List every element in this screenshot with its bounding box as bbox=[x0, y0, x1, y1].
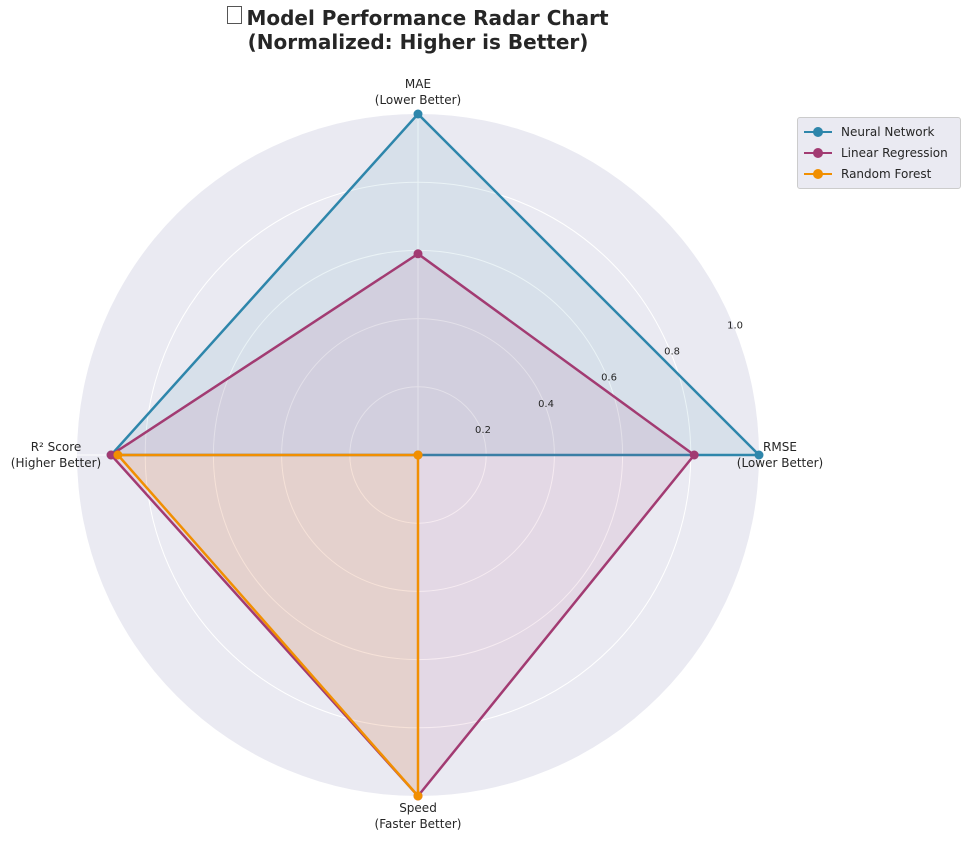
axis-label-rmse: RMSE (Lower Better) bbox=[737, 440, 823, 470]
legend: Neural Network Linear Regression Random … bbox=[797, 117, 961, 189]
radial-tick-0-2: 0.2 bbox=[475, 425, 491, 436]
series-fill-linear-regression bbox=[111, 253, 695, 796]
point-random-forest-speed bbox=[413, 791, 423, 801]
point-random-forest-mae bbox=[413, 450, 423, 460]
legend-swatch-linear-regression bbox=[804, 147, 832, 158]
radial-tick-0-6: 0.6 bbox=[601, 373, 617, 384]
radial-tick-1-0: 1.0 bbox=[727, 321, 743, 332]
radial-tick-0-4: 0.4 bbox=[538, 399, 554, 410]
axis-labels: RMSE (Lower Better) MAE (Lower Better) R² Sc… bbox=[11, 77, 823, 831]
chart-title-text: Model Performance Radar Chart bbox=[246, 6, 609, 30]
axis-label-name: R² Score bbox=[31, 440, 82, 454]
chart-subtitle: (Normalized: Higher is Better) bbox=[247, 30, 589, 54]
axis-label-note: (Higher Better) bbox=[11, 456, 101, 470]
legend-swatch-random-forest bbox=[804, 168, 832, 179]
point-neural-network-rmse bbox=[754, 450, 764, 460]
point-linear-regression-r-score bbox=[106, 450, 116, 460]
legend-item-random-forest[interactable]: Random Forest bbox=[798, 163, 960, 184]
series-line-random-forest bbox=[115, 453, 420, 800]
axis-label-name: MAE bbox=[405, 77, 431, 91]
point-random-forest-r-score bbox=[113, 450, 123, 460]
chart-title-line-1: Model Performance Radar Chart bbox=[118, 6, 718, 30]
axis-label-mae: MAE (Lower Better) bbox=[375, 77, 461, 107]
legend-item-neural-network[interactable]: Neural Network bbox=[798, 121, 960, 142]
series-fill-neural-network bbox=[111, 114, 760, 455]
point-linear-regression-mae bbox=[413, 249, 423, 259]
axis-label-r-score: R² Score (Higher Better) bbox=[11, 440, 101, 470]
radial-tick-labels: 0.2 0.4 0.6 0.8 1.0 bbox=[475, 321, 743, 436]
radial-tick-0-8: 0.8 bbox=[664, 347, 680, 358]
axis-label-note: (Faster Better) bbox=[375, 817, 462, 831]
chart-emoji-icon bbox=[227, 6, 243, 24]
legend-label-random-forest: Random Forest bbox=[841, 166, 932, 181]
point-neural-network-mae bbox=[413, 109, 423, 119]
legend-swatch-neural-network bbox=[804, 126, 832, 137]
axis-label-name: Speed bbox=[399, 801, 437, 815]
series-layer bbox=[106, 109, 764, 801]
series-random-forest bbox=[113, 450, 423, 801]
legend-item-linear-regression[interactable]: Linear Regression bbox=[798, 142, 960, 163]
legend-label-linear-regression: Linear Regression bbox=[841, 145, 948, 160]
axis-label-note: (Lower Better) bbox=[737, 456, 823, 470]
series-linear-regression bbox=[106, 249, 699, 801]
axis-label-name: RMSE bbox=[763, 440, 797, 454]
axis-label-speed: Speed (Faster Better) bbox=[375, 801, 462, 831]
axis-label-note: (Lower Better) bbox=[375, 93, 461, 107]
legend-label-neural-network: Neural Network bbox=[841, 124, 935, 139]
point-linear-regression-rmse bbox=[689, 450, 699, 460]
chart-title: Model Performance Radar Chart (Normalize… bbox=[118, 6, 718, 54]
